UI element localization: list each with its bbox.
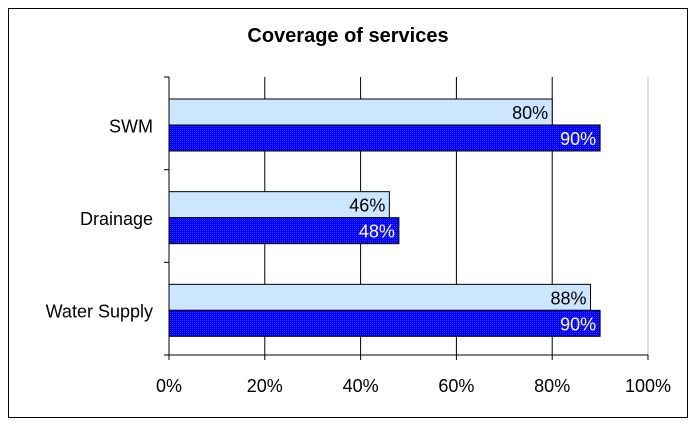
x-tick-label-20pct: 20%: [247, 376, 283, 396]
data-label-drainage-series2: 48%: [359, 222, 395, 242]
bar-drainage-series2: [168, 217, 400, 245]
bar-water-supply-series1: [168, 283, 592, 311]
category-label-water-supply: Water Supply: [46, 302, 153, 322]
data-label-swm-series2: 90%: [560, 129, 596, 149]
bar-swm-series2: [168, 124, 601, 152]
bars: [168, 98, 601, 337]
axes: [164, 76, 649, 360]
category-label-drainage: Drainage: [80, 209, 153, 229]
category-label-swm: SWM: [109, 116, 153, 136]
x-tick-label-40pct: 40%: [343, 376, 379, 396]
x-tick-label-0pct: 0%: [156, 376, 182, 396]
bar-swm-series1: [168, 98, 553, 126]
x-tick-label-60pct: 60%: [438, 376, 474, 396]
data-label-drainage-series1: 46%: [349, 196, 385, 216]
bar-drainage-series1: [168, 191, 390, 219]
data-label-water-supply-series1: 88%: [550, 288, 586, 308]
bar-water-supply-series2: [168, 309, 601, 337]
x-tick-label-100pct: 100%: [625, 376, 671, 396]
data-label-swm-series1: 80%: [512, 103, 548, 123]
chart-title: Coverage of services: [247, 25, 449, 47]
x-tick-label-80pct: 80%: [534, 376, 570, 396]
data-label-water-supply-series2: 90%: [560, 314, 596, 334]
labels: 88% 90% Water Supply 46% 48% Drainage 80% 90% SW…: [46, 103, 671, 396]
